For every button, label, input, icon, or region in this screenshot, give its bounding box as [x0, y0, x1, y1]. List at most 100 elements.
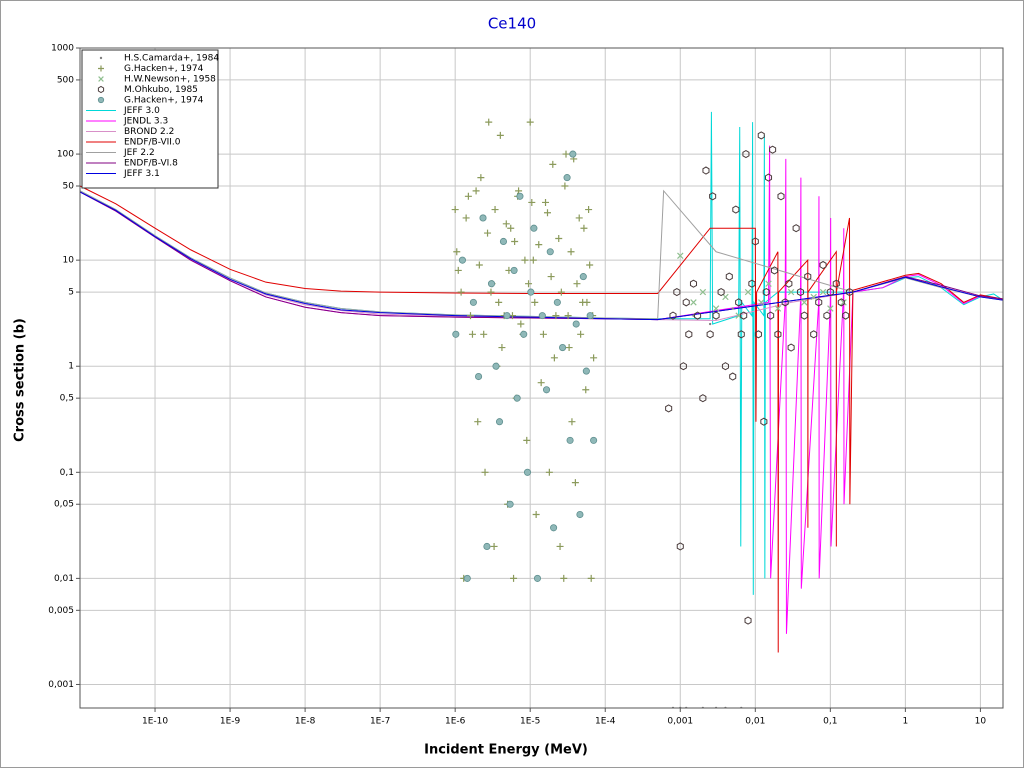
data-point — [832, 279, 840, 288]
data-point — [712, 305, 720, 312]
legend-label: ENDF/B-VI.8 — [124, 159, 178, 169]
data-point — [760, 417, 768, 426]
grid — [80, 47, 1003, 708]
data-point — [556, 542, 564, 550]
data-point — [463, 574, 471, 582]
data-point — [694, 311, 702, 320]
y-tick-label: 1000 — [51, 44, 74, 54]
data-point — [528, 198, 536, 206]
data-point — [842, 311, 850, 320]
data-point — [462, 214, 470, 222]
data-point — [732, 205, 740, 214]
data-point — [532, 511, 540, 519]
data-point — [586, 312, 594, 320]
data-point — [702, 166, 710, 175]
data-point — [516, 192, 524, 200]
data-point — [823, 311, 831, 320]
x-tick-label: 1E-7 — [370, 717, 390, 727]
legend-label: G.Hacken+, 1974 — [124, 64, 204, 74]
data-point — [561, 182, 569, 190]
data-point — [495, 418, 504, 426]
data-point — [576, 510, 584, 519]
data-point — [690, 299, 697, 306]
data-point — [472, 187, 480, 195]
series-line — [80, 191, 1003, 321]
x-tick-label: 1E-10 — [142, 717, 168, 727]
data-point — [487, 280, 496, 288]
data-point — [571, 479, 579, 487]
data-point — [530, 224, 538, 232]
data-point — [579, 273, 587, 281]
data-point — [582, 386, 590, 394]
data-point — [503, 312, 511, 320]
data-point — [550, 354, 558, 362]
data-point — [557, 288, 565, 296]
legend-label: BROND 2.2 — [124, 127, 174, 137]
data-point — [483, 542, 491, 551]
data-point — [517, 320, 525, 328]
data-point — [677, 252, 684, 259]
data-point — [527, 288, 535, 296]
x-tick-label: 0,01 — [745, 717, 765, 727]
data-point — [708, 322, 712, 326]
series-line — [80, 185, 1003, 653]
data-point — [792, 224, 800, 233]
series-line — [80, 191, 1003, 321]
data-point — [819, 288, 827, 296]
x-axis-label: Incident Energy (MeV) — [424, 743, 588, 758]
data-point — [555, 235, 563, 243]
data-point — [699, 394, 707, 403]
data-point — [810, 330, 818, 339]
data-point — [744, 288, 752, 296]
data-point — [506, 500, 514, 508]
data-point — [787, 343, 795, 352]
data-point — [553, 298, 561, 306]
data-point — [699, 288, 707, 296]
data-point — [590, 436, 598, 444]
data-point — [665, 404, 673, 413]
data-point — [712, 311, 720, 320]
data-point — [837, 298, 845, 307]
data-point — [709, 192, 717, 201]
y-tick-label: 0,01 — [54, 574, 74, 584]
data-point — [735, 298, 743, 307]
data-point — [539, 330, 547, 338]
x-tick-label: 10 — [975, 717, 987, 727]
ticks: 1E-10 1E-9 1E-8 1E-7 1E-6 1E-5 1E-4 0,001 0,01 0,… — [48, 44, 986, 727]
legend-label: H.S.Camarda+, 1984 — [124, 54, 219, 64]
data-point — [725, 272, 733, 281]
x-tick-label: 1E-5 — [520, 717, 540, 727]
data-point — [567, 248, 575, 256]
data-point — [552, 312, 560, 320]
data-point — [510, 574, 518, 582]
data-point — [525, 280, 533, 288]
data-point — [669, 311, 677, 320]
data-point — [585, 206, 593, 214]
data-point — [564, 312, 572, 320]
data-point — [826, 288, 834, 297]
data-point — [549, 160, 557, 168]
y-axis-label: Cross section (b) — [13, 318, 28, 442]
data-point — [685, 330, 693, 339]
data-point — [531, 298, 539, 306]
data-point — [689, 279, 698, 288]
data-point — [542, 386, 551, 394]
data-point — [804, 272, 812, 281]
data-point — [758, 299, 765, 306]
data-point — [559, 344, 567, 352]
data-point — [774, 330, 782, 339]
data-point — [777, 192, 785, 201]
data-point — [543, 209, 551, 217]
data-point — [744, 616, 752, 625]
legend-label: H.W.Newson+, 1958 — [124, 75, 216, 85]
data-point — [767, 311, 775, 320]
data-point — [582, 367, 590, 375]
data-point — [468, 330, 476, 338]
data-point — [565, 344, 573, 352]
y-tick-label: 0,005 — [48, 606, 74, 616]
data-point — [452, 330, 460, 338]
data-point — [722, 293, 729, 301]
data-point — [496, 131, 504, 139]
data-point — [769, 145, 777, 154]
